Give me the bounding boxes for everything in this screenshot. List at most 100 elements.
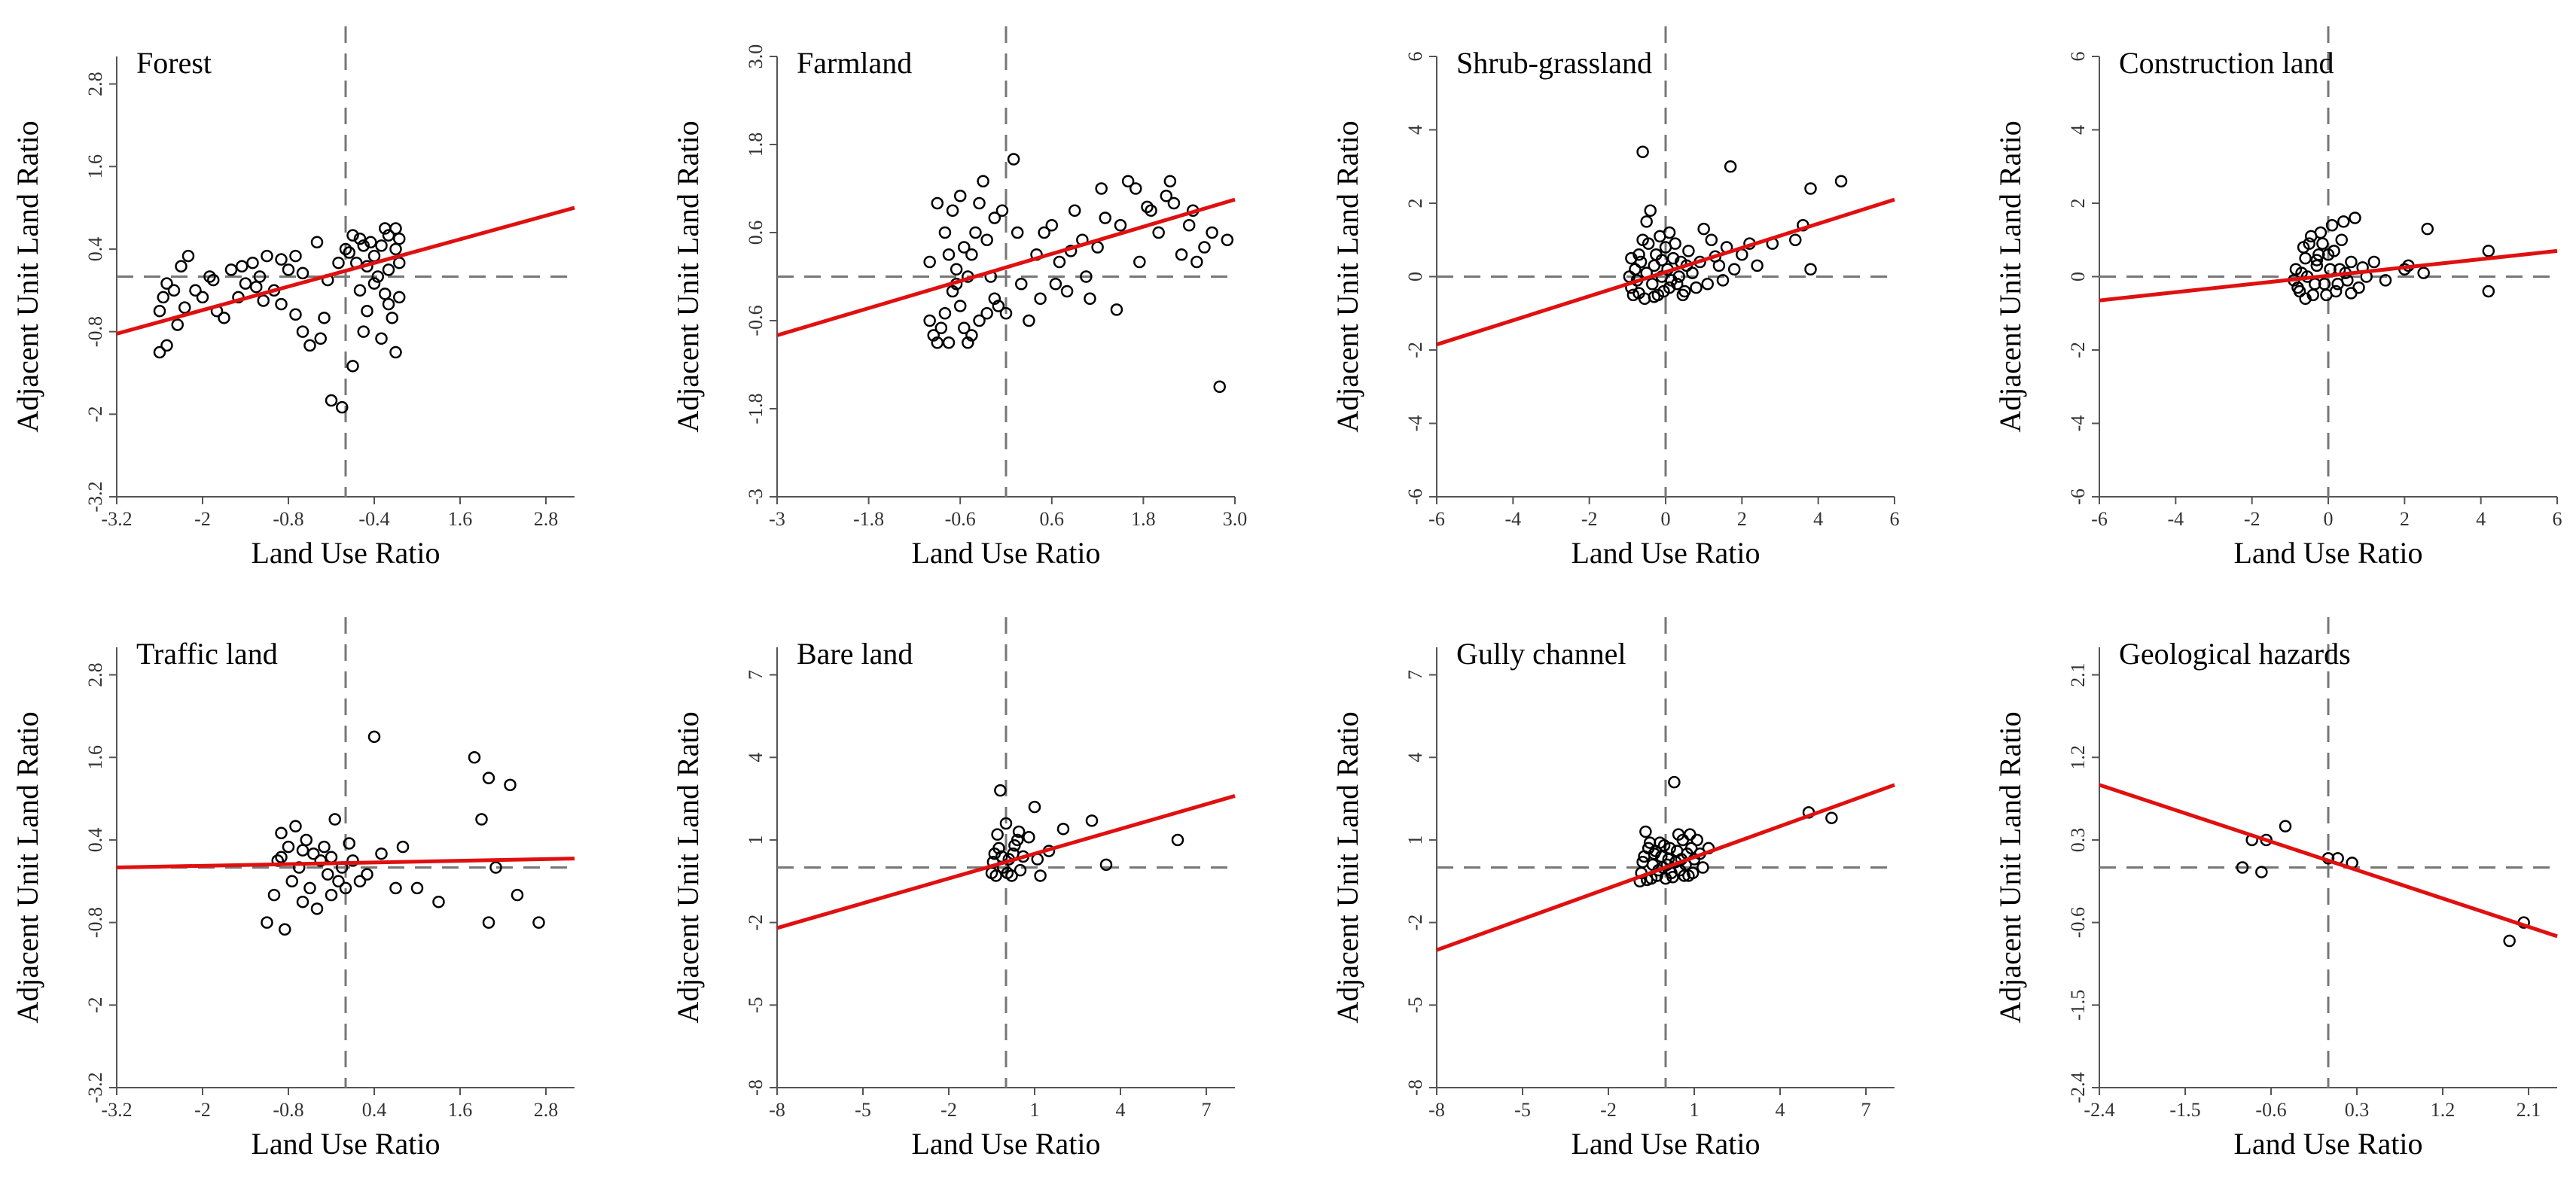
- data-point: [475, 813, 488, 826]
- data-point: [1632, 287, 1645, 300]
- y-tick-label: 6: [2067, 52, 2089, 62]
- data-point: [296, 895, 309, 908]
- data-point: [1626, 288, 1640, 302]
- data-point: [1648, 291, 1661, 303]
- data-point: [1834, 175, 1848, 187]
- data-point: [468, 751, 481, 764]
- x-tick-label: 0.4: [362, 1099, 387, 1121]
- data-point: [310, 236, 324, 249]
- data-point: [1213, 380, 1226, 393]
- data-point: [973, 196, 986, 210]
- x-axis-label: Land Use Ratio: [911, 536, 1100, 570]
- chart-title: Geological hazards: [2119, 637, 2351, 671]
- y-tick-label: -2.4: [2067, 1072, 2089, 1103]
- data-point: [357, 325, 370, 338]
- y-tick-label: -3: [745, 488, 767, 505]
- data-point: [1724, 160, 1737, 173]
- x-tick-label: 2.1: [2517, 1099, 2541, 1121]
- y-tick-label: 3.0: [745, 44, 767, 69]
- x-axis-label: Land Use Ratio: [1571, 1127, 1760, 1161]
- data-point: [250, 280, 263, 294]
- data-point: [965, 248, 978, 261]
- data-point: [2299, 292, 2312, 305]
- y-tick-label: 7: [1404, 670, 1426, 680]
- data-point: [946, 285, 959, 298]
- y-tick-label: 4: [1404, 125, 1426, 135]
- x-tick-label: 7: [1861, 1099, 1871, 1121]
- chart-title: Farmland: [797, 46, 912, 80]
- data-point: [1646, 278, 1659, 291]
- x-tick-label: -5: [1514, 1099, 1531, 1121]
- data-point: [207, 273, 220, 287]
- x-axis-label: Land Use Ratio: [2233, 536, 2422, 570]
- data-point: [289, 308, 302, 321]
- data-point: [275, 253, 288, 266]
- data-point: [353, 875, 367, 888]
- y-tick-label: 0.4: [84, 237, 106, 262]
- chart-title: Construction land: [2119, 46, 2334, 80]
- data-point: [157, 291, 169, 304]
- data-point: [160, 339, 173, 352]
- data-point: [1034, 869, 1047, 882]
- data-point: [1697, 861, 1709, 874]
- data-point: [178, 301, 191, 314]
- x-tick-label: 3.0: [1223, 508, 1248, 530]
- y-tick-label: -2: [84, 997, 106, 1013]
- data-point: [257, 294, 270, 307]
- data-point: [181, 249, 195, 263]
- x-tick-label: 1.8: [1131, 508, 1156, 530]
- y-tick-label: -5: [745, 997, 767, 1013]
- y-tick-label: -6: [2067, 488, 2089, 505]
- data-point: [2279, 820, 2292, 832]
- x-tick-label: -0.4: [358, 508, 389, 530]
- data-point: [236, 260, 248, 273]
- data-point: [1751, 259, 1764, 272]
- data-point: [300, 833, 312, 847]
- y-tick-label: 1: [1404, 835, 1426, 845]
- data-point: [375, 239, 388, 252]
- data-point: [953, 190, 967, 202]
- y-tick-label: -0.8: [84, 316, 106, 347]
- x-tick-label: 7: [1202, 1099, 1212, 1121]
- x-tick-label: 1: [1030, 1099, 1040, 1121]
- data-point: [367, 277, 381, 290]
- data-point: [1666, 871, 1679, 884]
- y-tick-label: -2: [2067, 342, 2089, 358]
- data-point: [1091, 241, 1104, 254]
- data-point: [1625, 251, 1638, 265]
- data-point: [410, 881, 424, 895]
- data-point: [999, 817, 1013, 830]
- data-point: [2345, 255, 2358, 269]
- chart-panel-bare-land: -8 -5 -2 1 4 7 -8 -5 -2 1 4 7 Land Use Ratio Adjacent…: [671, 617, 1236, 1161]
- data-point: [1701, 278, 1714, 291]
- data-point: [325, 851, 338, 864]
- data-point: [1049, 278, 1062, 291]
- y-tick-label: 0.4: [84, 828, 106, 853]
- data-point: [285, 875, 298, 888]
- data-point: [1068, 204, 1081, 217]
- data-point: [325, 888, 338, 902]
- x-axis-label: Land Use Ratio: [1571, 536, 1760, 570]
- data-point: [1705, 233, 1718, 246]
- x-tick-label: -2: [2244, 508, 2260, 530]
- y-tick-label: 6: [1404, 52, 1426, 62]
- y-tick-label: 2.8: [84, 662, 106, 687]
- data-point: [171, 318, 184, 331]
- data-point: [2349, 212, 2361, 224]
- data-point: [1038, 226, 1050, 239]
- regression-line: [1436, 783, 1895, 952]
- chart-title: Bare land: [797, 637, 913, 671]
- data-point: [923, 314, 936, 327]
- data-point: [1655, 254, 1669, 266]
- data-point: [1145, 204, 1157, 217]
- data-point: [962, 336, 974, 349]
- data-point: [432, 895, 445, 908]
- y-tick-label: -2: [745, 915, 767, 931]
- data-point: [1804, 263, 1817, 275]
- y-axis-label: Adjacent Unit Land Ratio: [11, 120, 44, 432]
- data-point: [1099, 212, 1111, 224]
- data-point: [1206, 226, 1218, 239]
- x-tick-label: -1.5: [2169, 1099, 2200, 1121]
- data-point: [346, 854, 359, 867]
- data-point: [1684, 828, 1697, 841]
